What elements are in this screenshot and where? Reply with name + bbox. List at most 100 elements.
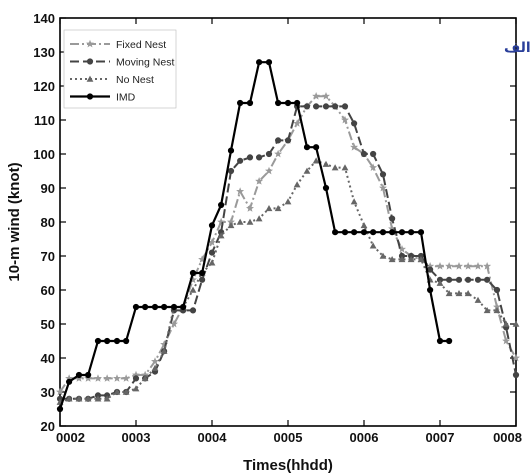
data-point-moving-nest — [132, 375, 140, 382]
legend: Fixed Nest Moving Nest No Nest IMD — [63, 29, 177, 109]
legend-label: Moving Nest — [116, 57, 174, 69]
data-point-imd — [303, 144, 311, 151]
data-point-fixed-nest — [208, 238, 216, 246]
data-point-no-nest — [246, 218, 254, 225]
data-point-imd — [389, 229, 396, 236]
data-point-imd — [218, 201, 225, 209]
data-point-imd — [151, 303, 159, 311]
data-point-fixed-nest — [255, 177, 264, 185]
legend-entry-imd: IMD — [70, 92, 136, 104]
data-point-no-nest — [445, 290, 453, 297]
data-point-moving-nest — [227, 167, 235, 175]
data-point-no-nest — [331, 164, 339, 171]
data-point-imd — [446, 337, 453, 345]
data-point-imd — [284, 99, 292, 107]
data-point-moving-nest — [208, 249, 216, 256]
y-tick-label: 100 — [33, 147, 55, 162]
data-point-fixed-nest — [388, 224, 397, 233]
data-point-fixed-nest — [436, 262, 444, 270]
data-point-no-nest — [379, 252, 387, 259]
series-layer — [56, 59, 520, 413]
data-point-moving-nest — [370, 150, 377, 158]
data-point-no-nest — [236, 218, 244, 225]
data-point-fixed-nest — [379, 183, 387, 192]
data-point-no-nest — [436, 279, 444, 286]
data-point-moving-nest — [275, 137, 282, 144]
y-tick-label: 60 — [41, 283, 55, 298]
data-point-moving-nest — [446, 276, 453, 283]
legend-marker — [86, 93, 94, 100]
data-point-moving-nest — [322, 103, 330, 110]
x-tick-label: 0006 — [350, 430, 379, 445]
data-point-fixed-nest — [464, 262, 473, 270]
data-point-fixed-nest — [122, 374, 131, 382]
data-point-imd — [56, 405, 64, 413]
data-point-moving-nest — [427, 266, 434, 273]
data-point-no-nest — [94, 395, 102, 402]
data-point-moving-nest — [389, 215, 396, 222]
data-point-imd — [360, 229, 368, 236]
data-point-moving-nest — [360, 150, 368, 158]
data-point-fixed-nest — [274, 149, 283, 158]
data-point-no-nest — [483, 307, 491, 314]
data-point-no-nest — [398, 256, 406, 263]
data-point-imd — [199, 269, 206, 277]
data-point-fixed-nest — [217, 217, 226, 226]
data-point-moving-nest — [199, 276, 206, 283]
data-point-no-nest — [464, 290, 472, 297]
y-tick-label: 80 — [41, 215, 55, 230]
data-point-fixed-nest — [369, 163, 378, 171]
data-point-imd — [113, 337, 121, 345]
data-point-fixed-nest — [341, 115, 349, 124]
legend-marker — [86, 75, 94, 82]
data-point-imd — [180, 303, 187, 311]
data-point-imd — [351, 229, 358, 236]
data-point-fixed-nest — [502, 336, 511, 345]
data-point-imd — [332, 229, 339, 236]
data-point-imd — [322, 184, 330, 192]
data-point-moving-nest — [189, 307, 197, 314]
data-point-fixed-nest — [493, 302, 501, 311]
data-point-imd — [275, 99, 282, 107]
data-point-no-nest — [474, 296, 482, 303]
y-tick-label: 40 — [41, 351, 55, 366]
data-point-no-nest — [455, 290, 463, 297]
data-point-fixed-nest — [189, 275, 197, 284]
data-point-imd — [132, 303, 140, 311]
data-point-fixed-nest — [160, 340, 169, 348]
data-point-fixed-nest — [65, 374, 74, 382]
data-point-moving-nest — [313, 103, 320, 110]
data-point-no-nest — [512, 320, 520, 327]
data-point-imd — [417, 229, 425, 236]
data-point-no-nest — [341, 164, 349, 171]
data-point-fixed-nest — [398, 245, 406, 253]
data-point-moving-nest — [284, 137, 292, 144]
data-point-fixed-nest — [445, 262, 454, 270]
y-tick-label: 140 — [33, 11, 55, 26]
data-point-moving-nest — [455, 276, 463, 283]
data-point-moving-nest — [379, 171, 387, 178]
data-point-moving-nest — [303, 103, 311, 110]
data-point-no-nest — [75, 395, 83, 402]
data-point-imd — [237, 99, 244, 107]
data-point-fixed-nest — [198, 255, 207, 263]
data-point-no-nest — [189, 286, 197, 293]
data-point-fixed-nest — [141, 370, 150, 379]
legend-entry-fixed-nest: Fixed Nest — [70, 39, 166, 51]
data-point-moving-nest — [265, 150, 273, 158]
data-point-fixed-nest — [56, 387, 64, 396]
data-point-no-nest — [132, 385, 140, 392]
y-tick-label: 90 — [41, 181, 55, 196]
data-point-no-nest — [284, 198, 292, 205]
data-point-no-nest — [388, 256, 396, 263]
x-tick-label: 0008 — [493, 430, 522, 445]
data-point-no-nest — [227, 222, 235, 229]
data-point-imd — [265, 59, 273, 66]
data-point-fixed-nest — [512, 353, 520, 362]
data-point-imd — [313, 144, 320, 151]
data-point-moving-nest — [332, 103, 339, 110]
data-point-imd — [427, 286, 434, 294]
x-tick-label: 0004 — [198, 430, 228, 445]
legend-marker — [86, 39, 94, 48]
